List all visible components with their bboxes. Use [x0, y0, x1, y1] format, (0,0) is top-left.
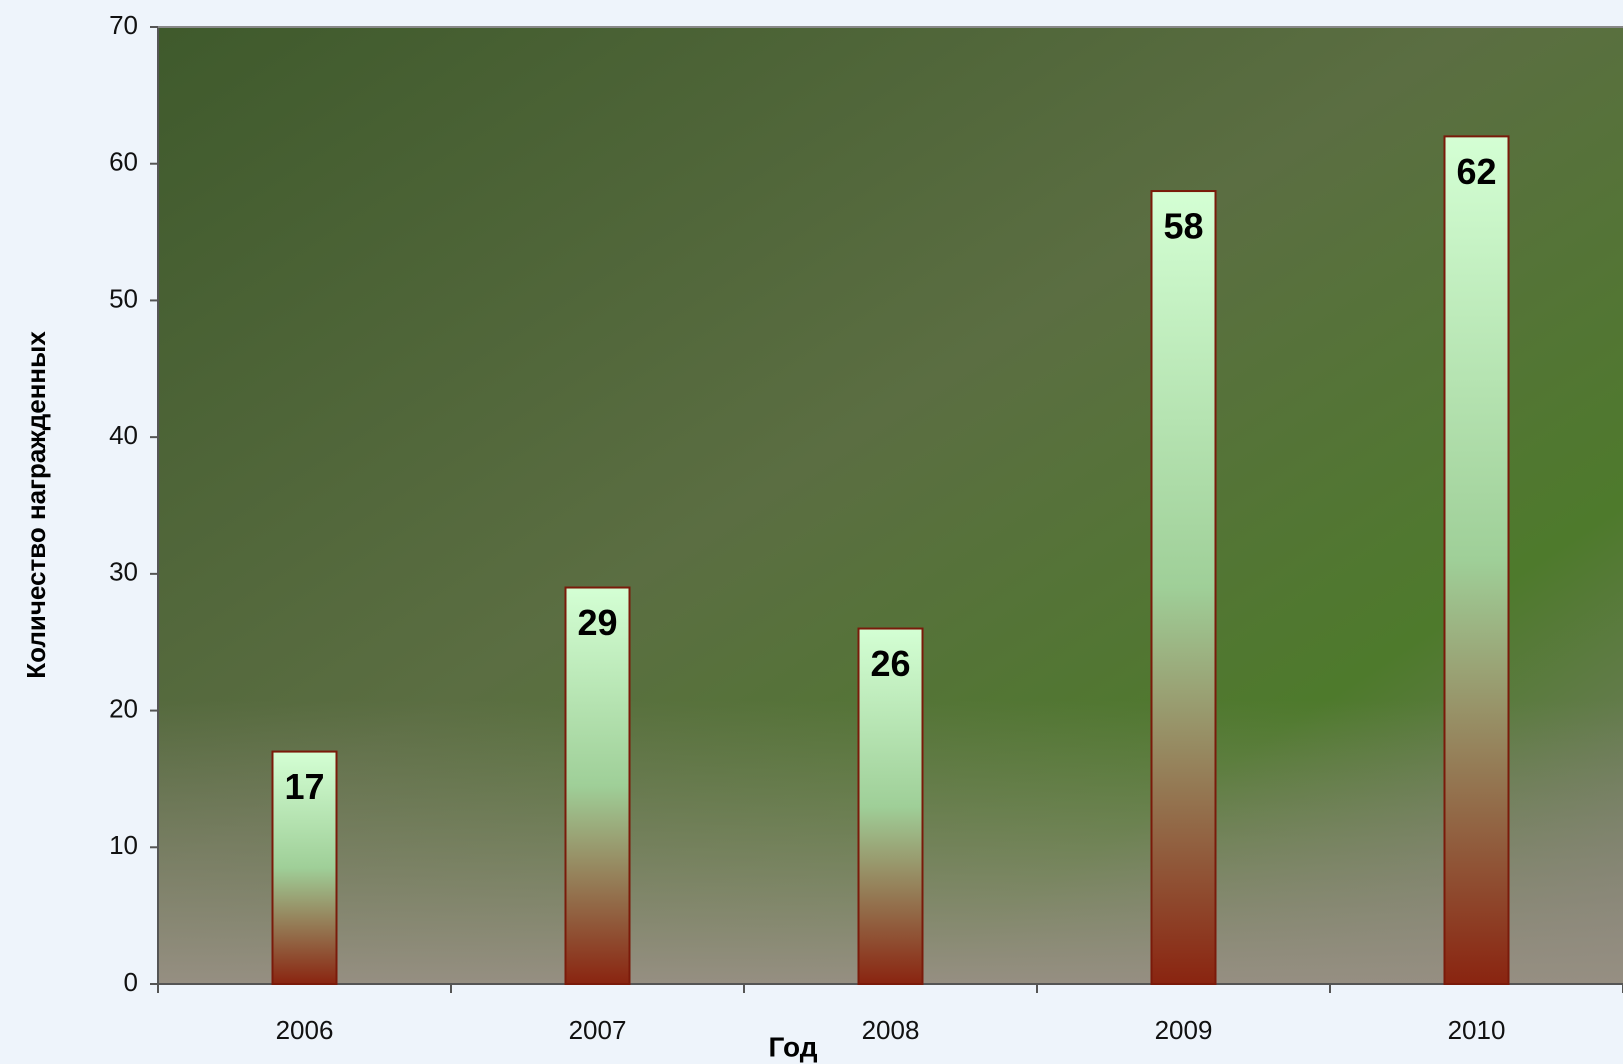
y-axis-label: Количество награжденных — [21, 331, 51, 679]
value-label: 58 — [1163, 206, 1203, 247]
y-tick-label: 60 — [109, 147, 138, 177]
bar — [564, 586, 631, 985]
value-label: 17 — [284, 766, 324, 807]
y-tick-label: 30 — [109, 557, 138, 587]
value-label: 29 — [577, 602, 617, 643]
y-tick-label: 40 — [109, 420, 138, 450]
x-axis-label: Год — [769, 1031, 818, 1062]
bar — [1150, 190, 1217, 986]
x-tick-label: 2007 — [569, 1015, 627, 1045]
y-tick-label: 70 — [109, 10, 138, 40]
y-tick-label: 50 — [109, 283, 138, 313]
value-label: 62 — [1456, 151, 1496, 192]
y-tick-label: 10 — [109, 830, 138, 860]
y-tick-label: 0 — [124, 967, 138, 997]
bar — [857, 627, 924, 985]
x-tick-label: 2006 — [276, 1015, 334, 1045]
y-tick-label: 20 — [109, 693, 138, 723]
x-tick-label: 2008 — [862, 1015, 920, 1045]
value-label: 26 — [870, 643, 910, 684]
x-tick-label: 2010 — [1448, 1015, 1506, 1045]
bar — [271, 750, 338, 985]
x-tick-label: 2009 — [1155, 1015, 1213, 1045]
bar — [1443, 135, 1510, 986]
